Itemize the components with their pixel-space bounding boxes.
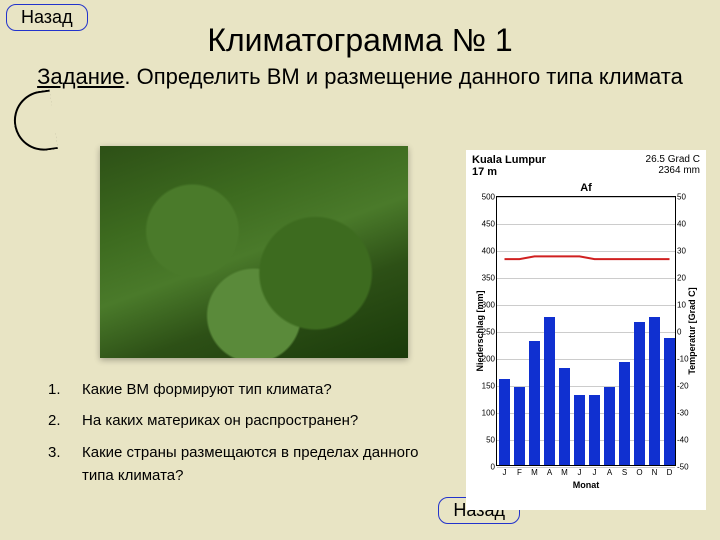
task-text: . Определить ВМ и размещение данного тип… xyxy=(124,64,682,89)
task-subtitle: Задание. Определить ВМ и размещение данн… xyxy=(0,63,720,91)
forest-photo xyxy=(100,146,408,358)
chart-code: Af xyxy=(466,182,706,194)
brace-decoration xyxy=(10,90,58,155)
question-list: 1.Какие ВМ формируют тип климата? 2.На ка… xyxy=(48,378,448,495)
chart-avg-temp: 26.5 Grad C xyxy=(646,154,700,165)
chart-xlabel: Monat xyxy=(466,480,706,490)
chart-plot: Niederschlag [mm] Temperatur [Grad C] 05… xyxy=(496,196,676,466)
chart-annual-precip: 2364 mm xyxy=(646,165,700,176)
chart-station: Kuala Lumpur xyxy=(472,154,546,166)
page-title: Климатограмма № 1 xyxy=(0,0,720,59)
chart-elevation: 17 m xyxy=(472,166,546,178)
question-item: 2.На каких материках он распространен? xyxy=(48,409,448,432)
climate-chart: Kuala Lumpur 17 m 26.5 Grad C 2364 mm Af… xyxy=(466,150,706,510)
question-item: 1.Какие ВМ формируют тип климата? xyxy=(48,378,448,401)
question-item: 3.Какие страны размещаются в пределах да… xyxy=(48,441,448,488)
task-label: Задание xyxy=(37,64,124,89)
back-button-top[interactable]: Назад xyxy=(6,4,88,31)
